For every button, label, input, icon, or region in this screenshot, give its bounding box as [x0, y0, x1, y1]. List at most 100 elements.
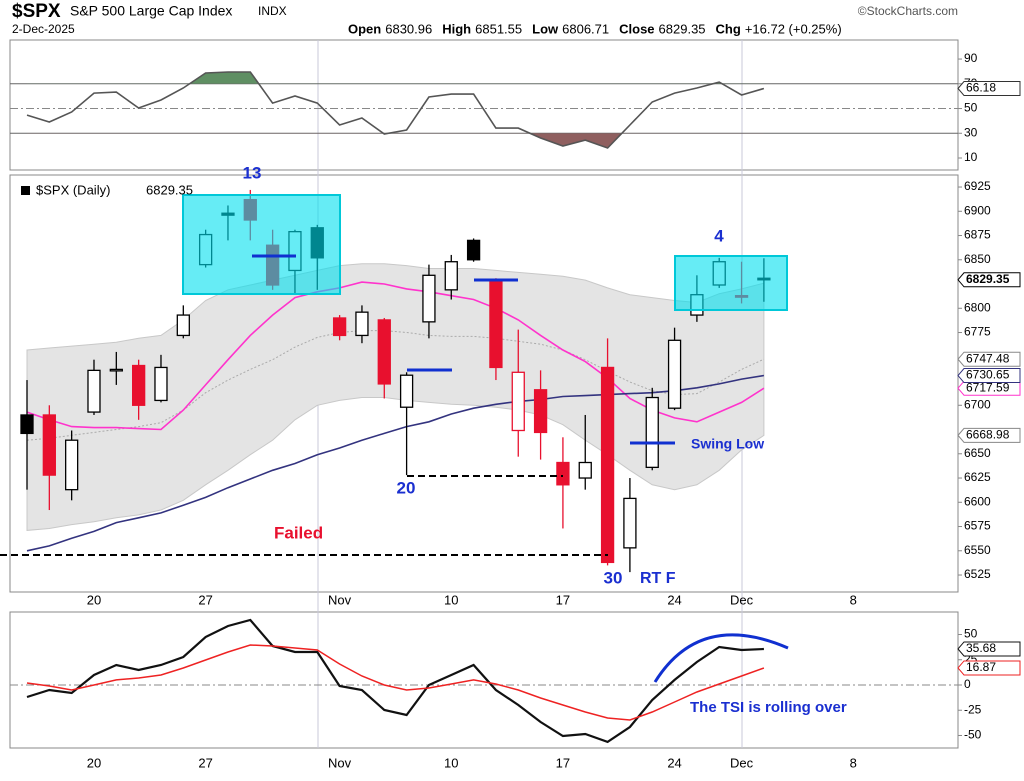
value-box: [957, 660, 1021, 676]
labels-layer: 1030507090652565506575660066256650670067…: [87, 51, 1021, 770]
y-tick-label: 10: [964, 150, 978, 164]
quote-value: 6829.35: [659, 21, 706, 36]
y-tick-label: 6775: [964, 325, 991, 339]
quote-label: Open: [348, 21, 381, 36]
value-box-label: 66.18: [966, 81, 996, 95]
annotation: RT F: [640, 570, 676, 587]
value-box-label: 6717.59: [966, 380, 1010, 394]
quote-value: 6830.96: [385, 21, 432, 36]
candle-body: [466, 239, 481, 261]
annotation: 13: [243, 163, 262, 182]
y-tick-label: 6900: [964, 203, 991, 217]
candle-body: [332, 317, 347, 337]
value-box: [957, 641, 1021, 657]
y-tick-label: 6650: [964, 446, 991, 460]
y-tick-label: 6875: [964, 228, 991, 242]
y-tick-label: 6800: [964, 300, 991, 314]
quote-value: +16.72 (+0.25%): [745, 21, 842, 36]
tsi-line: [26, 644, 765, 721]
candle-body: [422, 274, 436, 323]
candle-body: [444, 261, 458, 291]
x-tick-label: 24: [667, 592, 681, 607]
value-box: [957, 81, 1021, 97]
x-tick-label: 8: [850, 755, 857, 770]
candle-body: [377, 319, 391, 385]
y-tick-label: 6700: [964, 397, 991, 411]
value-box-label: 35.68: [966, 641, 996, 655]
y-tick-label: 30: [964, 125, 978, 139]
candle-body: [623, 497, 637, 549]
x-tick-label: Nov: [328, 592, 352, 607]
source: ©StockCharts.com: [858, 4, 958, 18]
value-box-label: 6668.98: [966, 428, 1010, 442]
quote-label: Low: [532, 21, 559, 36]
candle-body: [600, 366, 615, 564]
quote-label: Close: [619, 21, 654, 36]
x-tick-label: 10: [444, 755, 458, 770]
overbought-fill: [189, 72, 723, 84]
candle-body: [556, 461, 570, 486]
x-tick-label: 8: [850, 592, 857, 607]
rsi-line: [26, 71, 765, 149]
value-box: [957, 351, 1021, 367]
y-tick-label: 6550: [964, 543, 991, 557]
y-tick-label: 90: [964, 51, 978, 65]
candle-body: [511, 371, 525, 432]
x-tick-label: Dec: [730, 592, 754, 607]
quote-label: Chg: [716, 21, 741, 36]
moving-average: [26, 374, 765, 552]
x-tick-label: 27: [198, 592, 212, 607]
value-box: [957, 272, 1021, 288]
moving-average: [26, 281, 765, 431]
legend-value: 6829.35: [146, 182, 193, 197]
y-tick-label: 6600: [964, 494, 991, 508]
subtitle: S&P 500 Large Cap Index: [70, 3, 232, 19]
quote-value: 6851.55: [475, 21, 522, 36]
y-tick-label: 0: [964, 677, 971, 691]
value-box: [957, 368, 1021, 384]
x-tick-label: 17: [556, 592, 570, 607]
y-tick-label: 6925: [964, 179, 991, 193]
y-tick-label: 6575: [964, 519, 991, 533]
exchange: INDX: [258, 4, 287, 18]
candle-body: [131, 364, 146, 406]
candle-body: [87, 369, 101, 413]
highlight-box: [674, 255, 788, 311]
x-tick-label: 20: [87, 592, 101, 607]
annotation: The TSI is rolling over: [690, 699, 847, 716]
annotations: 13 4 20 30 RT F Failed Swing Low The TSI…: [243, 163, 847, 715]
x-tick-label: 10: [444, 592, 458, 607]
y-tick-label: 50: [964, 101, 978, 115]
candle-body: [42, 414, 56, 476]
value-box-label: 6730.65: [966, 368, 1010, 382]
annotation: 30: [604, 568, 623, 587]
x-tick-label: Dec: [730, 755, 754, 770]
candle-body: [355, 311, 369, 337]
value-box-label: 6829.35: [966, 272, 1010, 286]
oversold-fill: [27, 133, 764, 148]
value-box-label: 6747.48: [966, 351, 1010, 365]
y-tick-label: 6525: [964, 567, 991, 581]
annotation: 4: [714, 226, 724, 245]
x-tick-label: Nov: [328, 755, 352, 770]
candle-body: [176, 314, 190, 337]
value-box: [957, 380, 1021, 396]
x-tick-label: 20: [87, 755, 101, 770]
y-tick-label: -25: [964, 702, 982, 716]
y-tick-label: 50: [964, 627, 978, 641]
value-box-label: 16.87: [966, 660, 996, 674]
rollover-arc: [653, 633, 789, 683]
band-middle: [26, 330, 765, 441]
value-box: [957, 427, 1021, 443]
rsi-frame: [9, 39, 959, 171]
legend-label: $SPX (Daily): [36, 182, 110, 197]
quote-label: High: [442, 21, 471, 36]
price-frame: [9, 174, 959, 593]
candle-body: [578, 461, 592, 479]
candle-body: [154, 366, 168, 402]
quote: Open 6830.96 High 6851.55 Low 6806.71 Close 682…: [348, 21, 842, 36]
overlays: [0, 194, 789, 683]
candle-body: [667, 339, 682, 409]
candle-body: [65, 439, 79, 491]
